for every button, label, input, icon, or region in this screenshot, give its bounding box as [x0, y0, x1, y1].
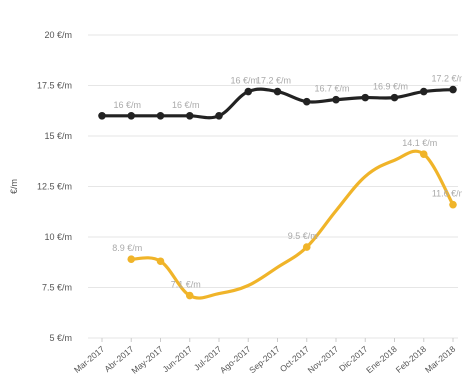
- data-point: [390, 93, 399, 102]
- data-point: [419, 87, 428, 96]
- data-label: 16 €/m: [113, 100, 141, 110]
- data-label: 14.1 €/m: [402, 138, 437, 148]
- y-tick-label: 10 €/m: [44, 232, 72, 242]
- data-point: [98, 112, 106, 120]
- data-label: 11.6 €/m: [432, 189, 462, 199]
- x-tick-label: Sep-2017: [247, 344, 282, 376]
- y-tick-label: 15 €/m: [44, 131, 72, 141]
- data-label: 17.2 €/m: [256, 76, 291, 86]
- x-tick-label: May-2017: [129, 344, 165, 376]
- y-tick-label: 20 €/m: [44, 30, 72, 40]
- y-tick-label: 7.5 €/m: [42, 283, 72, 293]
- y-axis-ticks: 5 €/m 7.5 €/m 10 €/m 12.5 €/m 15 €/m 17.5 €/m…: [37, 30, 72, 343]
- y-axis-label: €/m: [9, 179, 19, 194]
- data-point: [244, 87, 253, 96]
- x-tick-label: Ene-2018: [364, 344, 399, 376]
- x-tick-label: Mar-2017: [72, 344, 107, 375]
- x-axis-ticks: Mar-2017Abr-2017May-2017Jun-2017Jul-2017…: [72, 338, 458, 376]
- data-point: [419, 150, 428, 158]
- series-line-1: [129, 149, 455, 300]
- data-point: [302, 97, 311, 106]
- y-tick-label: 5 €/m: [49, 333, 72, 343]
- x-tick-label: Mar-2018: [423, 344, 458, 375]
- data-point: [156, 112, 165, 120]
- data-point: [302, 243, 311, 251]
- data-point: [449, 200, 457, 209]
- data-point: [185, 291, 194, 300]
- data-label: 16.7 €/m: [314, 84, 349, 94]
- y-tick-label: 12.5 €/m: [37, 182, 72, 192]
- data-label: 9.5 €/m: [288, 231, 318, 241]
- data-point: [185, 112, 194, 120]
- data-point: [156, 257, 165, 266]
- data-point: [127, 255, 136, 264]
- data-point: [127, 112, 136, 120]
- data-label: 16 €/m: [172, 100, 200, 110]
- data-label: 16 €/m: [230, 76, 258, 86]
- data-point: [361, 93, 370, 102]
- y-tick-label: 17.5 €/m: [37, 81, 72, 91]
- data-point: [449, 85, 457, 94]
- data-label: 8.9 €/m: [112, 243, 142, 253]
- data-point: [273, 87, 282, 96]
- x-tick-label: Feb-2018: [394, 344, 429, 375]
- data-label: 17.2 €/m: [431, 74, 462, 84]
- data-point: [215, 112, 223, 120]
- x-tick-label: Ago-2017: [218, 344, 253, 376]
- data-labels: 16 €/m 16 €/m16 €/m17.2 €/m16.7 €/m 16.9 €…: [112, 74, 462, 290]
- series-layer: [98, 85, 457, 300]
- x-tick-label: Jun-2017: [160, 344, 194, 375]
- data-label: 7.1 €/m: [171, 280, 201, 290]
- x-tick-label: Nov-2017: [306, 344, 341, 376]
- data-label: 16.9 €/m: [373, 82, 408, 92]
- data-point: [332, 95, 340, 104]
- grid-layer: [88, 34, 458, 339]
